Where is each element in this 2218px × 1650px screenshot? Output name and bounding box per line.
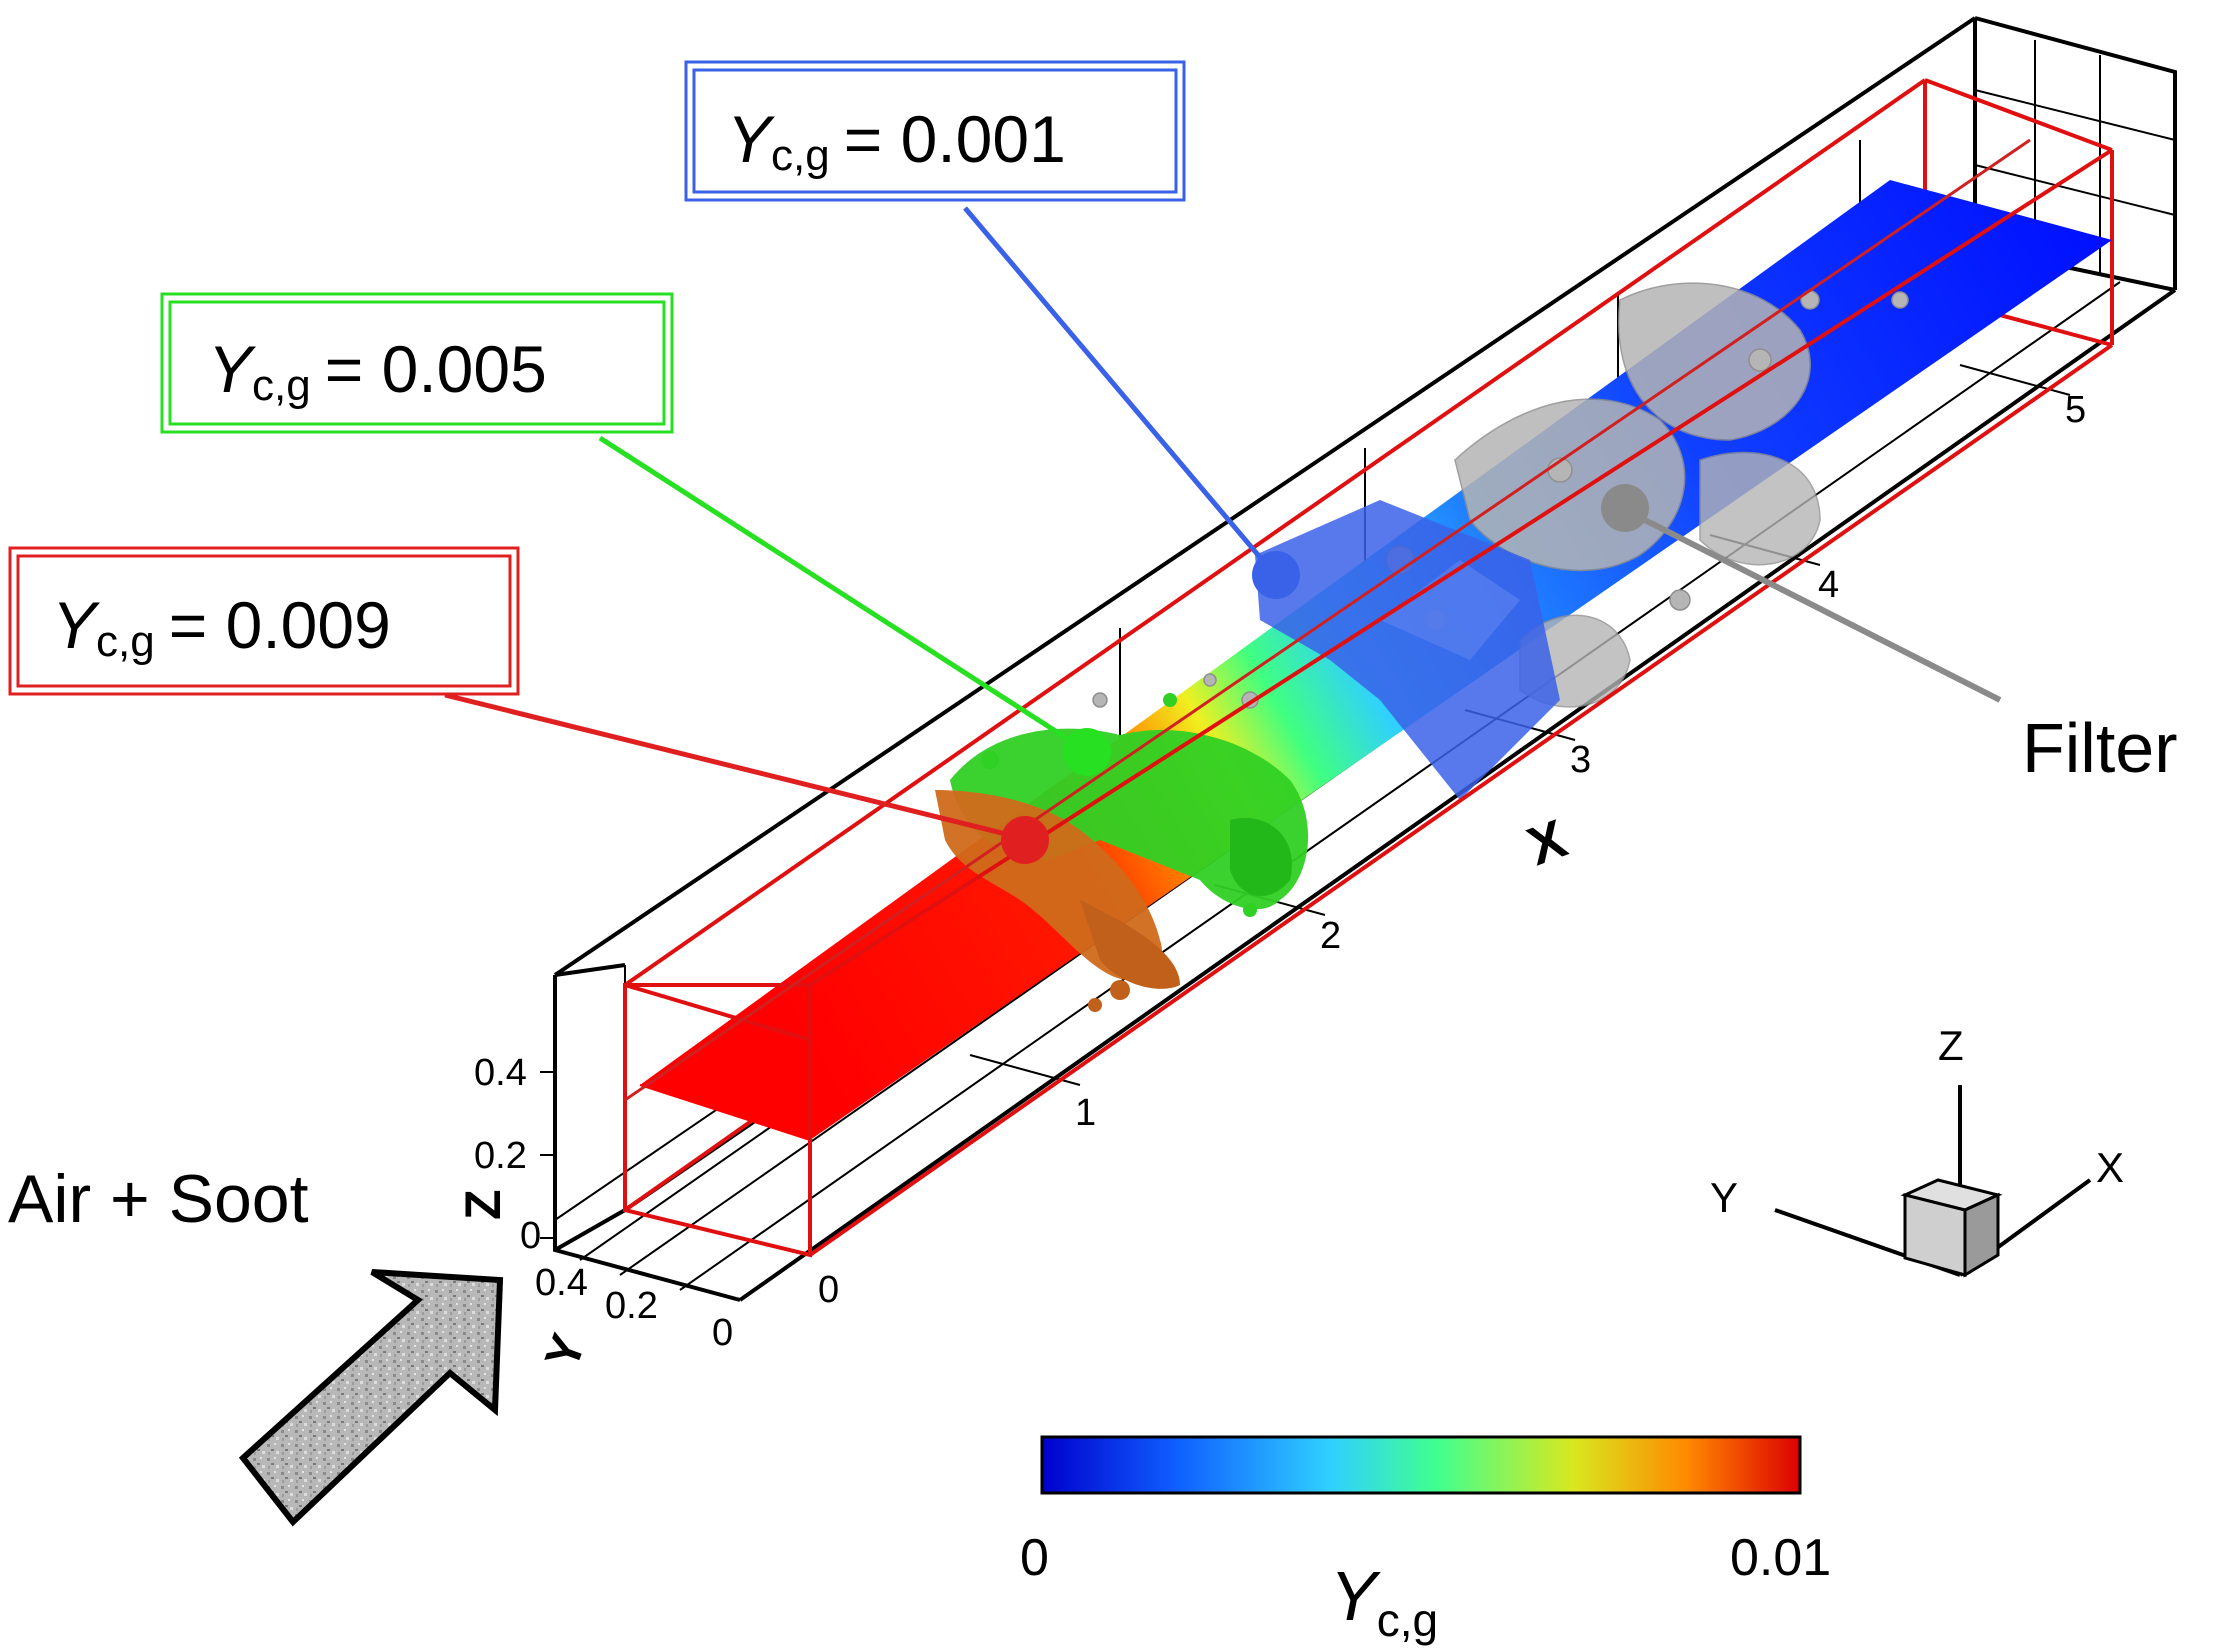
- iso-surface-0-001: [1255, 500, 1560, 800]
- colorbar-gradient: [1040, 1435, 1802, 1495]
- label-green-value: = 0.005: [325, 332, 547, 406]
- y-axis-ticks: 0.4 0.2 0: [535, 1262, 733, 1354]
- y-tick-0: 0: [712, 1312, 733, 1354]
- colorbar-min-label: 0: [1020, 1529, 1049, 1587]
- label-blue-value: = 0.001: [844, 102, 1066, 176]
- iso-surface-0-005: [950, 693, 1309, 917]
- triad-x-label: X: [2096, 1144, 2124, 1191]
- leader-line-filter: [1623, 507, 2002, 703]
- y-axis-label: Y: [536, 1328, 597, 1376]
- x-tick-2: 2: [1320, 915, 1341, 957]
- y-tick-0-4: 0.4: [535, 1262, 588, 1304]
- label-green-sub: c,g: [252, 361, 311, 410]
- colorbar-title-symbol: Y: [1330, 1557, 1381, 1635]
- z-axis-label: Z: [455, 1189, 511, 1220]
- label-red-sub: c,g: [96, 617, 155, 666]
- x-axis-ticks: 0 1 2 3 4 5: [818, 389, 2086, 1311]
- iso-surface-0-009: [935, 790, 1180, 1012]
- label-green-symbol: Y: [208, 332, 256, 406]
- axis-triad: Z Y X: [1710, 1022, 2124, 1278]
- plane-centerline: [624, 138, 2031, 1102]
- x-tick-5: 5: [2065, 389, 2086, 431]
- marker-0-005: [1063, 728, 1111, 776]
- svg-text:Yc,g= 0.009: Yc,g = 0.009: [52, 588, 391, 666]
- marker-0-001: [1252, 551, 1300, 599]
- y-tick-0-2: 0.2: [605, 1285, 658, 1327]
- x-axis-label: X: [1520, 809, 1574, 878]
- colorbar-title-sub: c,g: [1377, 1594, 1438, 1646]
- label-box-0-009: Yc,g = 0.009: [8, 546, 520, 696]
- z-tick-0: 0: [520, 1215, 541, 1257]
- x-tick-4: 4: [1818, 564, 1839, 606]
- marker-0-009: [1001, 816, 1049, 864]
- x-tick-0: 0: [818, 1269, 839, 1311]
- label-red-symbol: Y: [52, 588, 100, 662]
- z-tick-0-4: 0.4: [474, 1052, 527, 1094]
- inlet-label: Air + Soot: [8, 1161, 309, 1237]
- colorbar-title: Yc,g: [1330, 1557, 1438, 1646]
- triad-z-label: Z: [1938, 1022, 1964, 1069]
- filter-label: Filter: [2022, 709, 2178, 787]
- label-blue-symbol: Y: [727, 102, 775, 176]
- leader-line-0-005: [598, 435, 1087, 753]
- z-axis-ticks: 0.4 0.2 0: [474, 1052, 541, 1257]
- inlet-arrow: [238, 1269, 504, 1527]
- label-box-0-005: Yc,g = 0.005: [160, 292, 674, 434]
- svg-text:Yc,g= 0.005: Yc,g = 0.005: [208, 332, 547, 410]
- svg-text:Yc,g= 0.001: Yc,g = 0.001: [727, 102, 1066, 180]
- leader-line-0-001: [963, 206, 1277, 577]
- leader-line-0-009: [444, 692, 1023, 841]
- inner-red-box-front: [623, 148, 2114, 1258]
- label-box-0-001: Yc,g = 0.001: [684, 60, 1186, 202]
- label-blue-sub: c,g: [771, 131, 830, 180]
- marker-filter: [1601, 484, 1649, 532]
- z-tick-0-2: 0.2: [474, 1135, 527, 1177]
- x-tick-3: 3: [1570, 739, 1591, 781]
- colorbar-max-label: 0.01: [1730, 1529, 1831, 1587]
- label-red-value: = 0.009: [169, 588, 391, 662]
- x-tick-1: 1: [1075, 1092, 1096, 1134]
- colorbar: 0 0.01 Yc,g: [1020, 1435, 1831, 1646]
- triad-y-label: Y: [1710, 1174, 1738, 1221]
